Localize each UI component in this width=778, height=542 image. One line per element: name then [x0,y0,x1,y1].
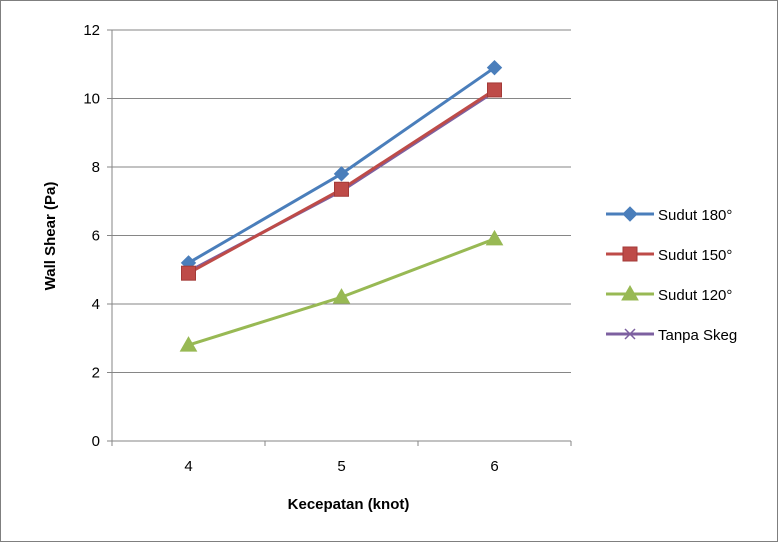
y-tick-label: 8 [92,159,100,176]
x-tick-label: 5 [337,458,345,475]
y-tick-label: 10 [83,91,100,108]
series-line-0 [187,66,496,265]
data-point-2 [332,288,351,304]
y-tick-label: 0 [92,433,100,450]
y-tick-label: 2 [92,365,100,382]
data-point-1 [334,181,349,197]
y-tick-label: 4 [92,296,100,313]
data-point-2 [179,336,198,352]
legend-marker-3 [624,328,636,340]
data-point-1 [181,265,196,281]
y-tick-label: 12 [83,22,100,39]
x-tick-label: 4 [184,458,192,475]
x-axis-title: Kecepatan (knot) [288,496,410,513]
y-axis-title: Wall Shear (Pa) [42,182,59,291]
x-tick-label: 6 [490,458,498,475]
legend-label-2: Sudut 120° [658,287,732,304]
legend-marker-2 [621,284,639,301]
data-point-0 [333,166,350,182]
data-point-1 [487,82,502,98]
y-tick-label: 6 [92,228,100,245]
data-point-0 [486,59,503,76]
legend-marker-0 [622,206,638,222]
data-point-2 [485,229,504,246]
legend-marker-1 [622,246,638,262]
legend-label-3: Tanpa Skeg [658,327,737,344]
legend-label-1: Sudut 150° [658,247,732,264]
legend-label-0: Sudut 180° [658,207,732,224]
